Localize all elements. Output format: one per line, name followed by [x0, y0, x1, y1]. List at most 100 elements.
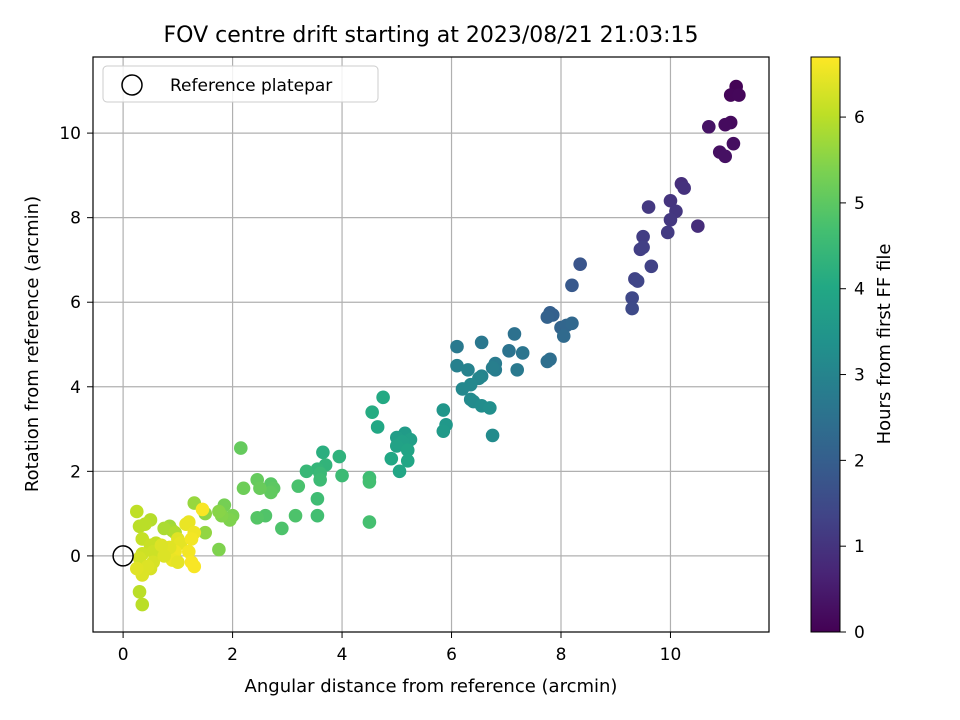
data-point — [644, 259, 659, 274]
data-point — [129, 561, 144, 576]
data-point — [195, 502, 210, 517]
data-point — [507, 327, 522, 341]
y-tick-label: 0 — [70, 547, 81, 567]
data-point — [291, 479, 306, 493]
data-point — [212, 504, 226, 519]
data-point — [691, 219, 705, 233]
colorbar-frame — [810, 56, 841, 633]
x-tick-label: 0 — [118, 645, 129, 665]
data-point — [253, 481, 267, 496]
data-point — [132, 585, 147, 599]
data-point — [236, 481, 251, 496]
data-point — [299, 464, 314, 479]
plot-frame — [92, 56, 770, 633]
colorbar-tick-label: 3 — [854, 366, 865, 386]
data-point — [625, 291, 639, 305]
y-axis-label: Rotation from reference (arcmin) — [22, 196, 43, 492]
data-point — [135, 597, 150, 612]
data-point — [310, 492, 325, 506]
data-point — [362, 515, 377, 529]
data-point — [565, 278, 579, 293]
legend: Reference platepar — [102, 65, 379, 103]
data-point — [732, 88, 746, 102]
colorbar-tick-label: 5 — [854, 194, 865, 214]
data-point — [384, 451, 399, 466]
data-point — [184, 532, 199, 546]
data-point — [556, 329, 571, 343]
data-point — [510, 363, 525, 377]
colorbar-tick-label: 4 — [854, 280, 865, 300]
data-point — [450, 358, 464, 373]
colorbar-tick-label: 6 — [854, 108, 865, 128]
colorbar-tick-label: 0 — [854, 623, 865, 643]
data-point — [171, 555, 185, 570]
data-point — [332, 449, 347, 464]
y-tick-label: 2 — [70, 462, 81, 482]
data-point — [540, 354, 555, 369]
gridlines — [93, 57, 769, 632]
data-point — [663, 193, 678, 208]
data-point — [663, 212, 678, 227]
data-point — [362, 475, 377, 489]
data-point — [677, 181, 691, 195]
data-point — [187, 559, 202, 574]
data-point — [701, 119, 716, 134]
data-point — [483, 401, 497, 415]
data-point — [436, 424, 451, 438]
y-tick-label: 8 — [70, 209, 81, 229]
data-point — [625, 301, 639, 316]
data-point — [250, 511, 265, 525]
data-point — [376, 390, 390, 405]
data-point — [485, 428, 500, 443]
legend-box — [102, 65, 379, 103]
data-point — [157, 549, 171, 563]
data-point — [198, 525, 213, 540]
data-point — [365, 405, 379, 419]
y-axis-ticks: 0 2 4 6 8 10 — [59, 124, 93, 567]
x-tick-label: 8 — [556, 645, 567, 665]
data-point — [455, 382, 470, 396]
data-point — [573, 257, 587, 271]
x-tick-label: 6 — [446, 645, 457, 665]
data-point — [316, 445, 330, 460]
data-point — [129, 504, 144, 519]
data-point — [212, 542, 226, 557]
legend-entry-label: Reference platepar — [170, 76, 332, 96]
data-point — [389, 439, 404, 453]
colorbar-label: Hours from first FF file — [874, 244, 895, 445]
data-point — [436, 403, 451, 417]
x-tick-label: 10 — [660, 645, 682, 665]
data-point — [485, 360, 500, 375]
data-point — [335, 468, 349, 483]
y-tick-label: 4 — [70, 378, 81, 398]
data-point — [502, 344, 516, 358]
data-point — [264, 485, 278, 500]
data-point — [630, 274, 645, 288]
data-point — [450, 339, 464, 354]
data-point — [157, 521, 171, 536]
data-point — [400, 443, 415, 457]
data-point — [540, 310, 555, 324]
data-point — [565, 316, 579, 331]
data-point — [641, 200, 656, 214]
data-point — [288, 508, 303, 523]
data-point — [181, 544, 196, 559]
y-tick-label: 10 — [59, 124, 81, 144]
colorbar: 0 1 2 3 4 5 6 Hours from first FF file — [810, 56, 895, 643]
data-point — [181, 515, 196, 529]
data-points — [129, 79, 746, 612]
data-point — [636, 240, 650, 255]
data-point — [370, 420, 385, 434]
colorbar-ticks: 0 1 2 3 4 5 6 — [840, 108, 865, 643]
data-point — [392, 464, 407, 479]
data-point — [275, 521, 289, 536]
data-point — [132, 551, 147, 565]
data-point — [154, 538, 169, 553]
data-point — [400, 453, 415, 468]
data-point — [233, 441, 248, 455]
data-point — [461, 363, 475, 377]
x-axis-ticks: 0 2 4 6 8 10 — [118, 632, 682, 665]
data-point — [726, 136, 741, 151]
x-tick-label: 4 — [337, 645, 348, 665]
